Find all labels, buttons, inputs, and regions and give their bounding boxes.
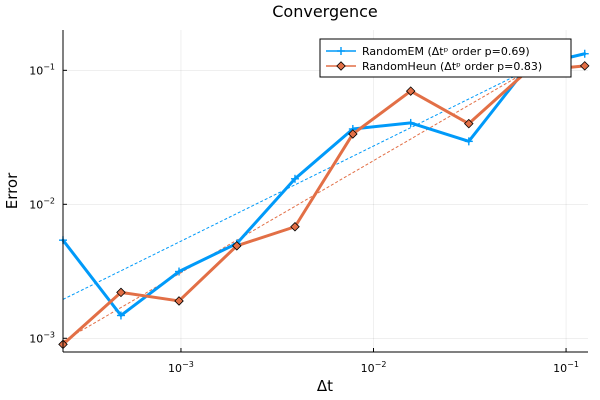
- y-tick-label: 10−1: [29, 62, 55, 77]
- data-point-series-1: [348, 129, 358, 139]
- data-point-series-0: [580, 49, 589, 58]
- series-line-0: [61, 52, 587, 317]
- legend-label-0: RandomEM (Δtᵖ order p=0.69): [362, 45, 530, 58]
- data-point-series-0: [116, 311, 125, 320]
- x-tick-label: 10−2: [361, 360, 387, 375]
- data-point-series-0: [406, 118, 415, 127]
- data-point-series-1: [290, 221, 300, 232]
- data-point-series-1: [579, 61, 590, 71]
- tick-labels: 10−3 10−2 10−1 10−3 10−2 10−1: [29, 62, 579, 375]
- fit-line-series-0: [62, 69, 527, 300]
- legend-label-1: RandomHeun (Δtᵖ order p=0.83): [362, 60, 542, 73]
- legend: RandomEM (Δtᵖ order p=0.69) RandomHeun (Δ…: [319, 38, 572, 78]
- data-point-series-1: [116, 287, 126, 298]
- legend-marker-1: [336, 61, 346, 71]
- data-point-series-1: [464, 118, 474, 129]
- data-point-series-0: [175, 267, 184, 276]
- x-tick-label: 10−3: [168, 360, 194, 375]
- legend-marker-0: [337, 47, 345, 55]
- y-axis-label: Error: [3, 172, 21, 209]
- data-point-series-1: [174, 296, 184, 306]
- data-point-series-1: [405, 86, 416, 96]
- x-tick-label: 10−1: [553, 360, 579, 375]
- series-line-1: [61, 64, 587, 346]
- axes-layer: [62, 30, 588, 353]
- fit-line-series-1: [62, 71, 528, 342]
- y-tick-label: 10−2: [29, 196, 55, 211]
- legend-box: [319, 38, 572, 78]
- data-point-series-0: [464, 137, 473, 146]
- y-tick-label: 10−3: [29, 330, 55, 345]
- data-point-series-0: [290, 174, 299, 183]
- chart-title: Convergence: [272, 2, 378, 21]
- fit-lines: [62, 69, 528, 342]
- data-point-series-1: [232, 241, 242, 251]
- x-axis-label: Δt: [317, 377, 333, 395]
